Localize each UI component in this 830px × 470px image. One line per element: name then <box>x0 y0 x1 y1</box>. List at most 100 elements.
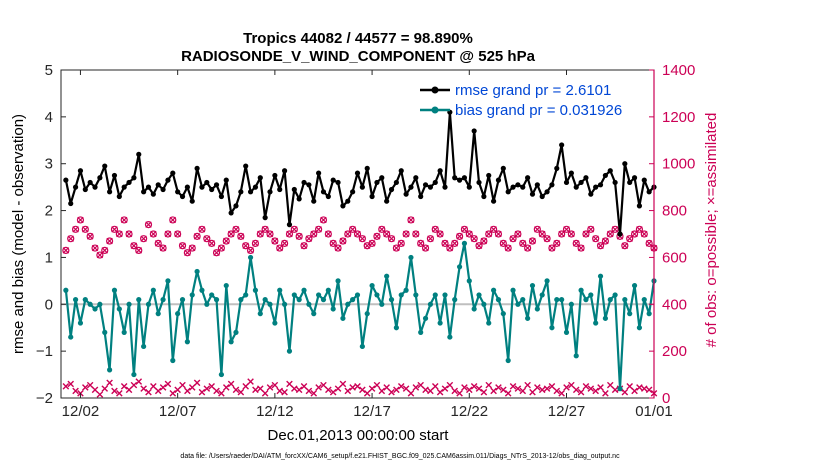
obs-possible-point <box>271 237 279 245</box>
y-tick-label-left: 1 <box>45 249 53 266</box>
obs-assimilated-point <box>388 235 395 242</box>
obs-assimilated-point <box>495 230 502 238</box>
rmse-point <box>583 175 589 181</box>
obs-assimilated-point <box>529 237 536 245</box>
obs-assimilated-point <box>300 382 308 390</box>
obs-possible-point <box>96 251 104 259</box>
obs-assimilated-point <box>271 237 279 245</box>
bias-point <box>175 311 181 317</box>
obs-possible-point <box>106 237 114 245</box>
obs-assimilated-point <box>198 226 206 233</box>
obs-possible-point <box>592 235 600 243</box>
bias-point <box>374 292 380 298</box>
obs-possible-point <box>455 232 464 240</box>
obs-assimilated-point <box>509 382 517 390</box>
bias-point <box>325 287 331 293</box>
obs-assimilated-point <box>514 385 522 392</box>
rmse-point <box>617 231 623 237</box>
obs-assimilated-point <box>631 230 638 238</box>
chart-title-line2: RADIOSONDE_V_WIND_COMPONENT @ 525 hPa <box>181 48 536 65</box>
rmse-point <box>588 191 594 197</box>
obs-assimilated-point <box>222 384 230 391</box>
obs-assimilated-point <box>154 387 162 395</box>
rmse-point <box>126 179 132 186</box>
obs-assimilated-point <box>140 235 147 242</box>
rmse-point <box>398 168 404 174</box>
obs-assimilated-point <box>378 226 386 233</box>
rmse-point <box>641 177 647 183</box>
obs-possible-point <box>290 225 298 233</box>
obs-assimilated-point <box>490 387 497 395</box>
obs-assimilated-point <box>325 230 332 238</box>
obs-assimilated-point <box>393 244 400 252</box>
x-tick-label: 12/27 <box>548 403 586 420</box>
legend-rmse-marker <box>431 86 439 94</box>
bias-point <box>641 297 647 303</box>
rmse-point <box>204 179 210 186</box>
obs-assimilated-point <box>315 384 322 391</box>
obs-possible-point <box>446 244 454 252</box>
obs-assimilated-point <box>363 390 371 397</box>
obs-assimilated-point <box>504 390 512 397</box>
bias-point <box>510 287 516 293</box>
x-tick-label: 12/22 <box>451 403 489 420</box>
rmse-point <box>461 175 468 181</box>
obs-possible-point <box>174 230 182 238</box>
bias-point <box>247 254 254 261</box>
obs-possible-point <box>120 216 128 224</box>
rmse-point <box>155 182 161 188</box>
obs-possible-point <box>227 230 235 238</box>
rmse-point <box>116 193 122 200</box>
obs-assimilated-point <box>568 230 575 238</box>
rmse-point <box>345 198 351 204</box>
bias-point <box>223 282 229 289</box>
obs-assimilated-point <box>325 386 332 394</box>
bias-point <box>505 357 511 364</box>
obs-assimilated-point <box>242 382 249 390</box>
obs-assimilated-point <box>422 244 429 252</box>
obs-possible-point <box>514 230 522 238</box>
obs-assimilated-point <box>645 240 653 247</box>
obs-assimilated-point <box>281 388 288 396</box>
bias-point <box>525 315 531 321</box>
obs-assimilated-point <box>427 235 434 242</box>
obs-possible-point <box>587 225 595 233</box>
obs-assimilated-point <box>636 226 643 233</box>
legend: rmse grand pr = 2.6101 bias grand pr = 0… <box>420 82 622 119</box>
obs-possible-point <box>242 242 250 250</box>
obs-assimilated-point <box>563 384 570 391</box>
obs-assimilated-point <box>368 385 376 392</box>
obs-possible-point <box>154 239 162 247</box>
obs-assimilated-point <box>407 390 415 397</box>
bias-point <box>233 329 239 335</box>
obs-assimilated-point <box>91 386 99 394</box>
rmse-point <box>111 172 118 179</box>
obs-possible-point <box>71 225 80 233</box>
obs-assimilated-point <box>592 235 599 242</box>
obs-assimilated-point <box>412 384 420 391</box>
obs-assimilated-point <box>417 381 424 389</box>
y-tick-label-right: 800 <box>662 203 687 220</box>
y-tick-label-right: 600 <box>662 249 687 266</box>
rmse-point <box>350 189 356 195</box>
obs-assimilated-point <box>485 230 492 238</box>
rmse-point <box>267 189 273 195</box>
rmse-point <box>520 184 526 190</box>
bias-point <box>286 348 293 354</box>
rmse-point <box>490 198 497 204</box>
obs-assimilated-point <box>349 226 356 233</box>
obs-possible-point <box>334 244 342 252</box>
bias-point <box>311 311 317 317</box>
rmse-point <box>286 222 293 228</box>
obs-assimilated-point <box>320 381 327 389</box>
bias-point <box>165 278 171 284</box>
obs-assimilated-point <box>534 226 541 233</box>
rmse-point <box>97 175 103 181</box>
obs-possible-point <box>489 225 498 233</box>
rmse-point <box>452 175 458 181</box>
rmse-point <box>107 189 113 195</box>
bias-point <box>72 297 79 303</box>
obs-possible-point <box>383 230 391 238</box>
bias-point <box>63 287 69 293</box>
obs-assimilated-point <box>286 380 293 388</box>
